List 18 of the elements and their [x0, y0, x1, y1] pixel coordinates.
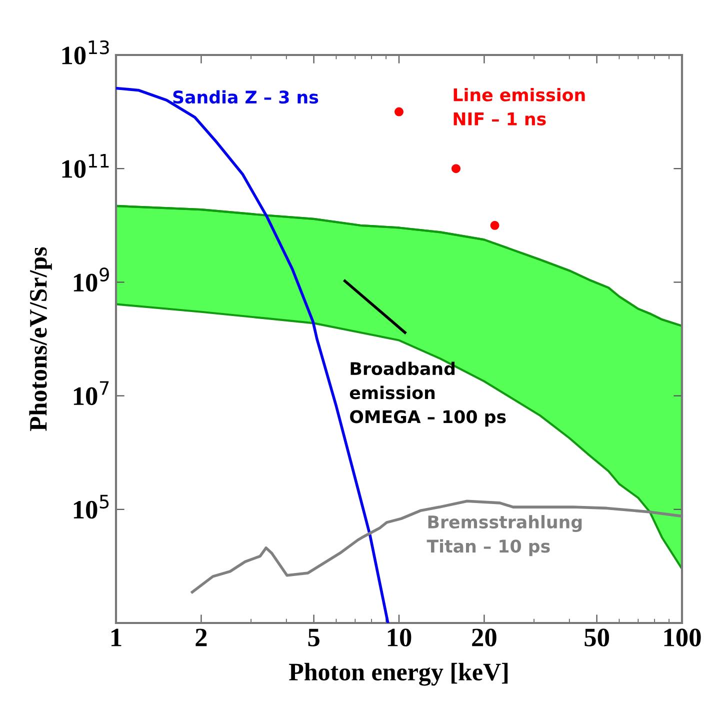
x-tick-label: 100: [664, 628, 701, 646]
x-tick-label: 20: [472, 628, 496, 646]
x-tick-label: 2: [196, 628, 207, 646]
y-tick-label: 10$^{13}$: [62, 40, 109, 64]
text: Line emission NIF – 1 ns: [454, 88, 585, 126]
x-tick-label: 10: [388, 628, 412, 646]
y-tick-label: 10$^{9}$: [74, 268, 109, 292]
x-tick-label: 1: [112, 628, 122, 646]
text: Broadband emission OMEGA – 100 ps: [350, 362, 506, 427]
x-axis-title: Photon energy [keV]: [289, 662, 508, 686]
x-tick-label: 50: [584, 628, 609, 646]
y-axis-title: Photons/eV/Sr/ps: [29, 247, 52, 431]
series-label: Sandia Z – 3 ns: [173, 90, 318, 104]
y-tick-label: 10$^{7}$: [74, 381, 109, 406]
series-label: Bremsstrahlung Titan – 10 ps: [426, 515, 582, 556]
y-tick-label: 10$^{11}$: [62, 154, 109, 178]
y-tick-label: 10$^{5}$: [74, 494, 109, 519]
x-tick-label: 5: [308, 628, 320, 646]
